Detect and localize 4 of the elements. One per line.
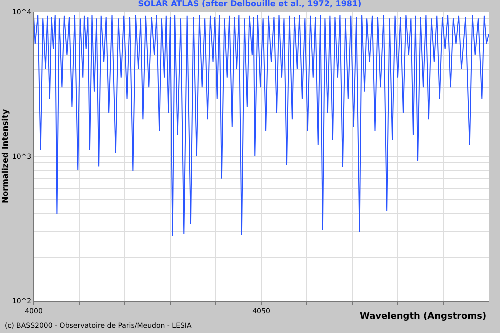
x-axis-title: Wavelength (Angstroms) — [360, 312, 487, 322]
chart-title: SOLAR ATLAS (after Delbouille et al., 1972, 1981) — [138, 0, 362, 9]
y-axis-title: Normalized Intensity — [1, 108, 10, 204]
line-series — [34, 14, 489, 237]
